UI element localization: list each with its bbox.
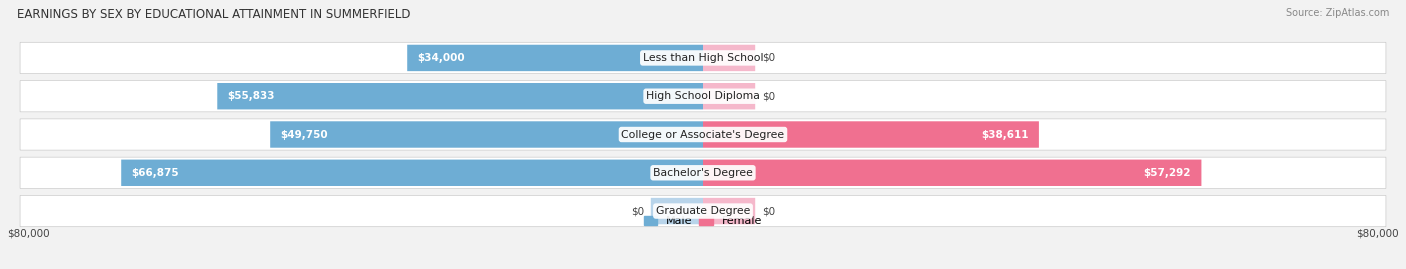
FancyBboxPatch shape bbox=[703, 83, 755, 109]
FancyBboxPatch shape bbox=[20, 119, 1386, 150]
FancyBboxPatch shape bbox=[20, 81, 1386, 112]
FancyBboxPatch shape bbox=[703, 198, 755, 224]
Text: EARNINGS BY SEX BY EDUCATIONAL ATTAINMENT IN SUMMERFIELD: EARNINGS BY SEX BY EDUCATIONAL ATTAINMEN… bbox=[17, 8, 411, 21]
FancyBboxPatch shape bbox=[121, 160, 703, 186]
Legend: Male, Female: Male, Female bbox=[640, 211, 766, 231]
FancyBboxPatch shape bbox=[703, 121, 1039, 148]
Text: $55,833: $55,833 bbox=[228, 91, 276, 101]
Text: $49,750: $49,750 bbox=[281, 129, 328, 140]
FancyBboxPatch shape bbox=[20, 157, 1386, 188]
Text: High School Diploma: High School Diploma bbox=[647, 91, 759, 101]
Text: $80,000: $80,000 bbox=[7, 228, 49, 238]
FancyBboxPatch shape bbox=[20, 42, 1386, 73]
FancyBboxPatch shape bbox=[20, 196, 1386, 227]
Text: $0: $0 bbox=[762, 206, 775, 216]
Text: $0: $0 bbox=[762, 91, 775, 101]
Text: College or Associate's Degree: College or Associate's Degree bbox=[621, 129, 785, 140]
FancyBboxPatch shape bbox=[703, 45, 755, 71]
Text: $34,000: $34,000 bbox=[418, 53, 465, 63]
FancyBboxPatch shape bbox=[270, 121, 703, 148]
Text: $0: $0 bbox=[762, 53, 775, 63]
Text: $80,000: $80,000 bbox=[1357, 228, 1399, 238]
FancyBboxPatch shape bbox=[408, 45, 703, 71]
Text: Source: ZipAtlas.com: Source: ZipAtlas.com bbox=[1285, 8, 1389, 18]
Text: $66,875: $66,875 bbox=[132, 168, 180, 178]
Text: $0: $0 bbox=[631, 206, 644, 216]
Text: Bachelor's Degree: Bachelor's Degree bbox=[652, 168, 754, 178]
Text: Less than High School: Less than High School bbox=[643, 53, 763, 63]
FancyBboxPatch shape bbox=[703, 160, 1201, 186]
Text: $38,611: $38,611 bbox=[981, 129, 1028, 140]
Text: Graduate Degree: Graduate Degree bbox=[655, 206, 751, 216]
FancyBboxPatch shape bbox=[651, 198, 703, 224]
FancyBboxPatch shape bbox=[218, 83, 703, 109]
Text: $57,292: $57,292 bbox=[1143, 168, 1191, 178]
